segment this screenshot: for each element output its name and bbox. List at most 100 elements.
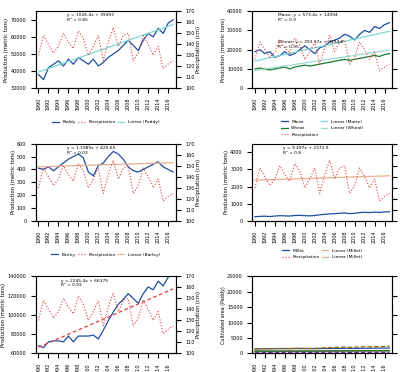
Maize <box>347 349 352 353</box>
Paddy <box>337 346 342 350</box>
Text: y = 1.1989x + 420.65
R² = 0.03: y = 1.1989x + 420.65 R² = 0.03 <box>67 146 115 155</box>
Legend: Barley, Precipitation, Linear (Barley): Barley, Precipitation, Linear (Barley) <box>50 251 162 259</box>
Legend: Paddy, Precipitation, Linear (Paddy): Paddy, Precipitation, Linear (Paddy) <box>50 118 161 126</box>
Barley <box>258 350 262 355</box>
Wheat <box>282 349 287 353</box>
Paddy <box>382 346 387 350</box>
Wheat <box>357 349 362 353</box>
Wheat <box>352 349 357 353</box>
Maize <box>362 349 367 353</box>
Millet <box>342 345 347 349</box>
Millet <box>352 345 357 349</box>
Y-axis label: Production (metric tons): Production (metric tons) <box>1 283 6 347</box>
Millet <box>307 346 312 351</box>
Legend: Maize, Wheat, Precipitation, Linear (Maize), Linear (Wheat): Maize, Wheat, Precipitation, Linear (Mai… <box>279 118 365 138</box>
Maize <box>377 349 382 353</box>
Maize <box>357 349 362 353</box>
Paddy <box>387 346 392 350</box>
Millet <box>278 346 282 351</box>
Millet <box>302 346 307 351</box>
Millet <box>347 345 352 349</box>
Maize <box>322 349 327 353</box>
Maize <box>252 349 257 353</box>
Wheat <box>317 349 322 353</box>
Paddy <box>342 346 347 350</box>
Paddy <box>307 346 312 351</box>
Millet <box>362 344 367 349</box>
Millet <box>282 346 287 351</box>
Millet <box>332 345 337 350</box>
Wheat <box>337 349 342 353</box>
Barley <box>377 350 382 355</box>
Millet <box>287 346 292 351</box>
Paddy <box>262 346 267 351</box>
Y-axis label: Production (metric tons): Production (metric tons) <box>221 17 226 82</box>
Millet <box>387 344 392 349</box>
Paddy <box>352 346 357 351</box>
Wheat <box>347 349 352 353</box>
Wheat <box>268 349 272 353</box>
Legend: Millet, Precipitation, Linear (Millet), Linear (Millet): Millet, Precipitation, Linear (Millet), … <box>280 247 364 261</box>
Maize <box>342 349 347 353</box>
Barley <box>382 350 387 355</box>
Barley <box>362 350 367 355</box>
Maize <box>307 349 312 353</box>
Paddy <box>327 346 332 351</box>
Barley <box>342 350 347 355</box>
Paddy <box>332 346 337 351</box>
Millet <box>357 344 362 349</box>
Millet <box>382 344 387 349</box>
Maize <box>292 349 297 353</box>
Paddy <box>297 346 302 351</box>
Millet <box>252 347 257 351</box>
Maize <box>268 349 272 353</box>
Paddy <box>322 346 327 351</box>
Wheat <box>367 349 372 353</box>
Wheat <box>382 349 387 353</box>
Millet <box>327 345 332 350</box>
Maize <box>387 349 392 353</box>
Wheat <box>372 349 377 353</box>
Text: y = 1026.4x + 39493
R² = 0.85: y = 1026.4x + 39493 R² = 0.85 <box>67 13 114 22</box>
Wheat <box>297 349 302 353</box>
Millet <box>268 347 272 351</box>
Barley <box>272 350 277 355</box>
Paddy <box>258 347 262 351</box>
Wheat <box>377 349 382 353</box>
Text: Maize: y = 573.4x + 14094
R² = 0.9: Maize: y = 573.4x + 14094 R² = 0.9 <box>278 13 337 22</box>
Wheat <box>342 349 347 353</box>
Wheat <box>327 349 332 353</box>
Barley <box>357 350 362 355</box>
Paddy <box>287 346 292 351</box>
Maize <box>262 349 267 353</box>
Barley <box>292 350 297 355</box>
Paddy <box>347 346 352 350</box>
Y-axis label: Cultivated area (Paddy): Cultivated area (Paddy) <box>221 286 226 344</box>
Millet <box>272 346 277 351</box>
Barley <box>262 350 267 355</box>
Wheat <box>302 349 307 353</box>
Maize <box>312 349 317 353</box>
Barley <box>332 350 337 355</box>
Maize <box>337 349 342 353</box>
Barley <box>252 350 257 355</box>
Barley <box>278 350 282 355</box>
Maize <box>278 349 282 353</box>
Paddy <box>302 346 307 351</box>
Millet <box>262 346 267 351</box>
Wheat <box>287 349 292 353</box>
Maize <box>272 349 277 353</box>
Barley <box>352 350 357 355</box>
Wheat <box>362 349 367 353</box>
Paddy <box>272 346 277 351</box>
Millet <box>337 345 342 349</box>
Barley <box>297 350 302 355</box>
Barley <box>372 350 377 355</box>
Maize <box>258 349 262 353</box>
Wheat <box>312 349 317 353</box>
Text: y = 9.497x + 2372.9
R² = 0.8: y = 9.497x + 2372.9 R² = 0.8 <box>283 146 329 155</box>
Barley <box>322 350 327 355</box>
Barley <box>302 350 307 355</box>
Wheat <box>252 349 257 353</box>
Paddy <box>252 347 257 351</box>
